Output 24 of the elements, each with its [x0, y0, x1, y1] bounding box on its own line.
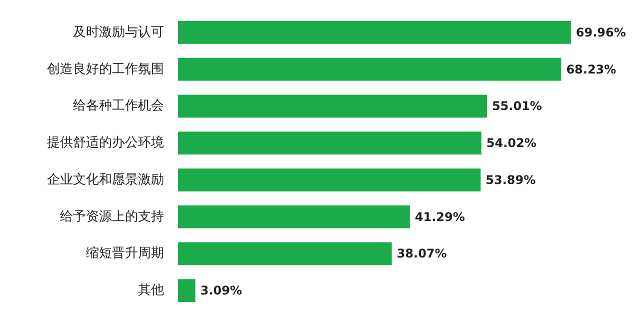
data-label: 41.29%: [414, 210, 465, 224]
y-tick-label: 企业文化和愿景激励: [47, 172, 164, 188]
data-label: 68.23%: [566, 62, 616, 76]
bar: [178, 21, 571, 44]
y-tick-label: 给各种工作机会: [73, 98, 164, 114]
bar: [178, 132, 482, 154]
y-tick-label: 其他: [138, 283, 164, 298]
y-tick-label: 提供舒适的办公环境: [47, 134, 164, 151]
data-label: 3.09%: [200, 284, 242, 298]
data-label: 38.07%: [396, 246, 447, 261]
data-label: 54.02%: [486, 136, 536, 150]
data-label: 69.96%: [576, 25, 626, 40]
bar: [178, 58, 562, 81]
y-tick-label: 及时激励与认可: [73, 24, 164, 40]
bar: [178, 242, 392, 266]
y-tick-label: 创造良好的工作氛围: [47, 62, 164, 77]
y-tick-label: 给予资源上的支持: [60, 209, 164, 224]
y-tick-label: 缩短晋升周期: [86, 246, 164, 262]
data-label: 53.89%: [486, 172, 536, 187]
bar: [178, 205, 410, 228]
bar: [178, 279, 196, 302]
data-label: 55.01%: [492, 99, 542, 114]
bar: [178, 168, 481, 192]
bar: [178, 94, 487, 118]
